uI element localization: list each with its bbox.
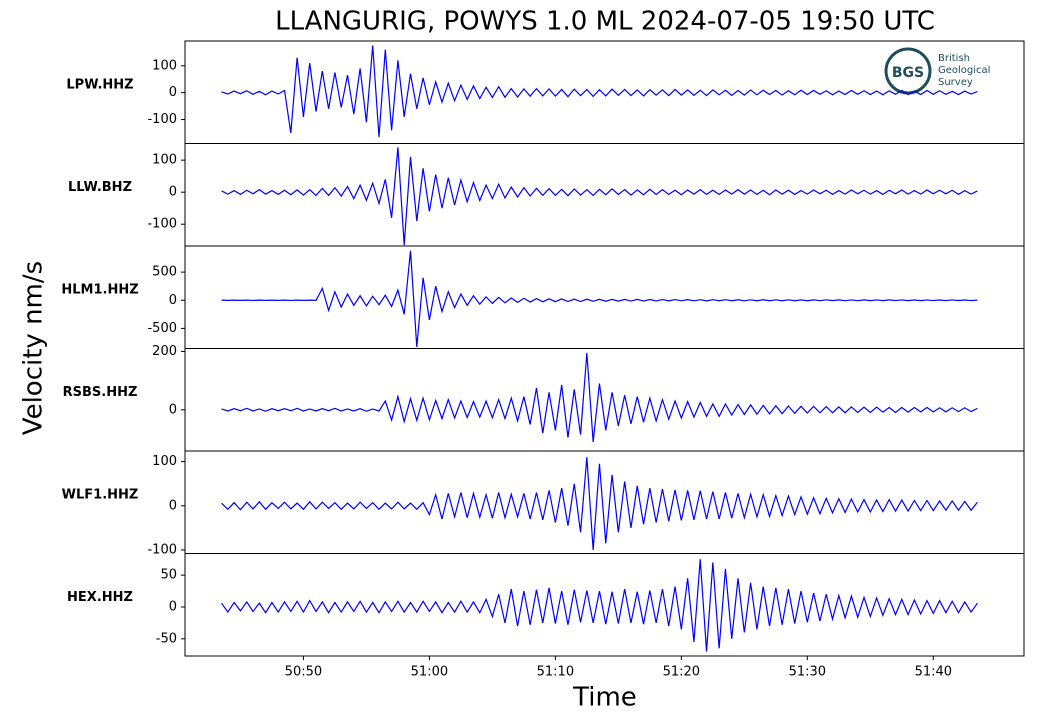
y-tick-label: 200: [152, 344, 177, 359]
y-tick-label: 0: [169, 293, 177, 308]
y-tick-label: 100: [152, 58, 177, 73]
y-tick-label: 0: [169, 185, 177, 200]
chart-title: LLANGURIG, POWYS 1.0 ML 2024-07-05 19:50…: [275, 7, 935, 37]
panel-label: RSBS.HHZ: [63, 385, 138, 400]
y-tick-label: -50: [156, 631, 177, 646]
y-tick-label: 0: [169, 599, 177, 614]
y-tick-label: 50: [160, 568, 177, 583]
y-tick-label: -100: [147, 542, 177, 557]
panel-label: LLW.BHZ: [68, 180, 132, 195]
y-tick-label: 0: [169, 402, 177, 417]
panel-label: HLM1.HHZ: [61, 283, 138, 298]
y-tick-label: -100: [147, 217, 177, 232]
trace: [221, 559, 978, 652]
trace: [221, 45, 978, 138]
trace: [221, 250, 978, 348]
x-axis-label: Time: [572, 683, 637, 713]
logo-ring: [884, 47, 932, 95]
logo-abbr: BGS: [892, 65, 924, 81]
logo: BGS British Geological Survey: [884, 47, 990, 95]
y-tick-label: 0: [169, 498, 177, 513]
trace: [221, 147, 978, 246]
panel-label: HEX.HHZ: [67, 590, 133, 605]
panel-frame: [184, 348, 1025, 452]
logo-text: Survey: [938, 77, 973, 88]
y-tick-label: -100: [147, 112, 177, 127]
y-axis-label: Velocity nm/s: [19, 261, 49, 435]
panel-label: LPW.HHZ: [66, 78, 133, 93]
logo-text: British: [938, 53, 970, 64]
x-tick-label: 51:10: [537, 665, 574, 680]
trace: [221, 457, 978, 551]
x-tick-label: 51:20: [663, 665, 700, 680]
y-tick-label: -500: [147, 321, 177, 336]
x-tick-label: 51:00: [411, 665, 448, 680]
panel-frame: [184, 143, 1025, 247]
trace: [221, 352, 978, 443]
y-tick-label: 0: [169, 85, 177, 100]
panel-frame: [184, 553, 1025, 657]
panel-label: WLF1.HHZ: [62, 488, 139, 503]
y-tick-label: 500: [152, 265, 177, 280]
logo-text: Geological: [938, 65, 990, 76]
y-tick-label: 100: [152, 153, 177, 168]
x-tick-label: 50:50: [285, 665, 322, 680]
x-tick-label: 51:40: [915, 665, 952, 680]
panel-frame: [184, 245, 1025, 349]
x-tick-label: 51:30: [789, 665, 826, 680]
y-tick-label: 100: [152, 454, 177, 469]
